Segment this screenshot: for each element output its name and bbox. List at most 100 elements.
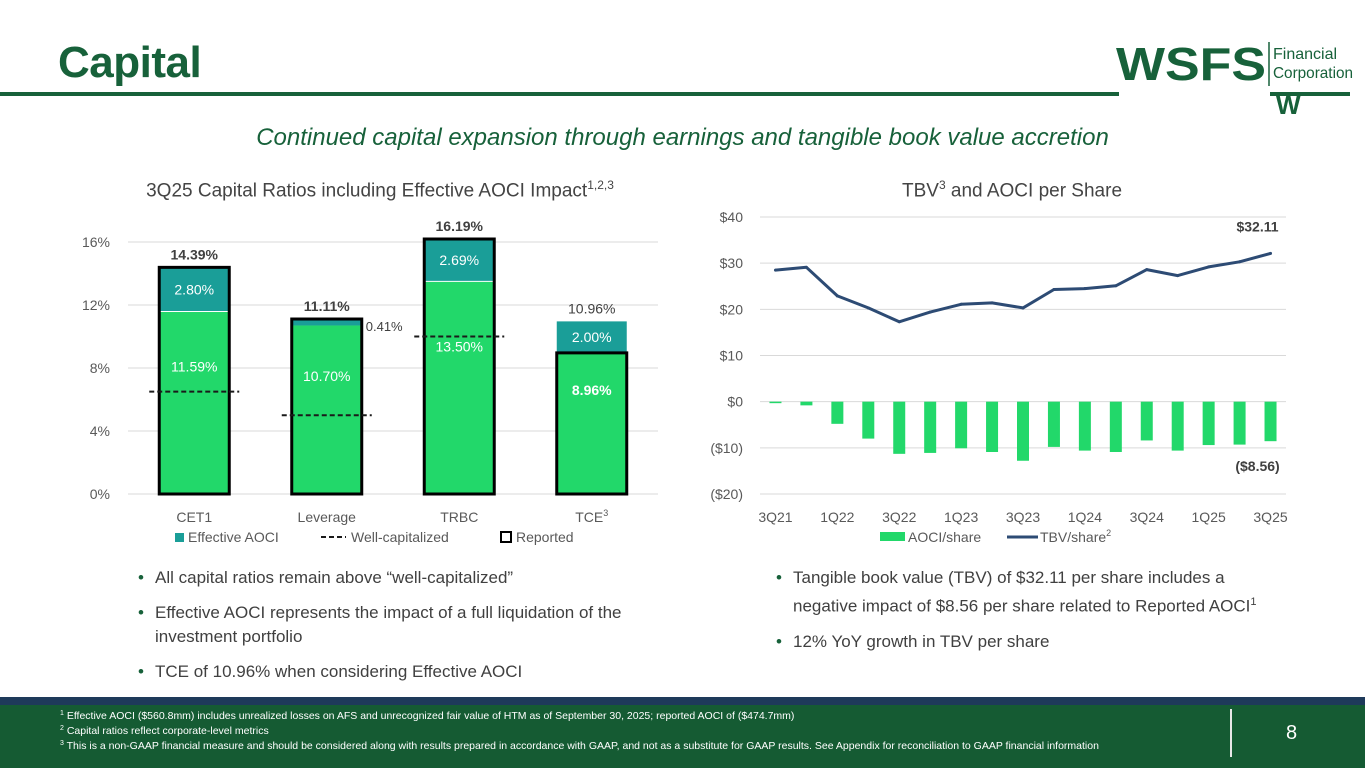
tbv-point [1176,274,1180,278]
legend-label-tbv-share: TBV/share2 [1040,528,1111,545]
tbv-point [773,268,777,272]
bar-reported-outline [290,317,364,496]
x-tick-label: 3Q24 [1130,509,1164,525]
y-tick-label: $10 [720,348,744,364]
bar-reported [556,352,627,494]
x-tick-label: TCE3 [575,508,608,525]
aoci-bar [1109,401,1122,452]
logo-wordmark: WSFS [1116,40,1266,90]
x-tick-label: 3Q25 [1253,509,1287,525]
bar-effective-aoci [424,239,495,282]
data-label-reported: 13.50% [436,339,483,355]
footnote-3: 3 This is a non-GAAP financial measure a… [60,740,1099,752]
right-chart-title-post: and AOCI per Share [945,180,1123,202]
subtitle: Continued capital expansion through earn… [256,124,1109,151]
right-bullet-1-sup: 1 [1250,596,1257,608]
left-bullet-list: All capital ratios remain above “well-ca… [138,566,628,695]
page-title: Capital [58,38,202,87]
tbv-aoci-chart: ($20) ($10) $0 $10 $20 $30 $40 3Q21 1Q22 3Q22 1Q23… [710,209,1288,545]
tbv-point [1269,251,1273,255]
data-label-total: 14.39% [171,246,219,262]
aoci-bar [986,401,999,452]
bar-effective-aoci [159,267,230,312]
x-tick-label: 1Q25 [1192,509,1226,525]
tbv-point [928,310,932,314]
annotation-aoci: ($8.56) [1235,458,1279,474]
y-tick-label: $20 [720,301,744,317]
bar-reported-outline [422,237,496,496]
tbv-point [835,294,839,298]
x-tick-label: 3Q21 [758,509,792,525]
tbv-point [866,306,870,310]
title-rule [0,92,1119,96]
x-tick-label: 1Q24 [1068,509,1102,525]
x-tick-label: 3Q23 [1006,509,1040,525]
aoci-bar [800,401,813,406]
y-tick-label: $40 [720,209,744,225]
bar-reported [424,281,495,494]
aoci-bar [893,401,906,454]
left-bullet-3: TCE of 10.96% when considering Effective… [138,660,628,684]
y-tick-label: $30 [720,255,744,271]
data-label-aoci: 2.69% [439,252,479,268]
tbv-point [1021,306,1025,310]
tbv-point [1145,268,1149,272]
legend-label-aoci-share: AOCI/share [908,529,981,545]
y-tick-label: 8% [90,360,110,376]
data-label-reported: 8.96% [572,382,612,398]
aoci-bar [1233,401,1246,445]
x-tick-label: 1Q22 [820,509,854,525]
left-chart-title-sup: 1,2,3 [587,178,614,192]
page-number: 8 [1286,722,1298,744]
data-label-reported: 10.70% [303,368,350,384]
footnote-2: 2 Capital ratios reflect corporate-level… [60,725,269,737]
aoci-bar [955,401,968,449]
aoci-bar [1078,401,1091,451]
aoci-bar [769,401,782,404]
right-chart-title: TBV3 and AOCI per Share [782,178,1242,202]
x-tick-label: Leverage [298,509,357,525]
y-tick-label: 4% [90,423,110,439]
data-label-total: 16.19% [436,218,484,234]
data-label-aoci: 2.00% [572,329,612,345]
logo-mark: W [1276,90,1301,116]
legend-label-well-capitalized: Well-capitalized [351,529,449,545]
legend-swatch-reported [500,531,512,543]
data-label-total: 11.11% [304,298,350,314]
tbv-point [1083,287,1087,291]
x-tick-label: 3Q22 [882,509,916,525]
footnote-1: 1 Effective AOCI ($560.8mm) includes unr… [60,710,795,722]
right-chart-title-sup: 3 [938,178,946,192]
logo-corporation: Corporation [1273,65,1353,82]
footer [0,705,1365,768]
legend-swatch-aoci-share [880,532,905,541]
y-tick-label: 0% [90,486,110,502]
right-chart-title-pre: TBV [901,180,939,202]
y-tick-label: ($20) [710,486,743,502]
y-tick-label: ($10) [710,440,743,456]
left-chart-title: 3Q25 Capital Ratios including Effective … [110,178,650,202]
left-bullet-2: Effective AOCI represents the impact of … [138,601,628,649]
bar-reported-outline [555,351,629,496]
bar-reported [159,311,230,494]
tbv-point [990,301,994,305]
y-tick-label: $0 [727,394,743,410]
footer-accent-bar [0,697,1365,705]
tbv-point [959,302,963,306]
left-chart-title-text: 3Q25 Capital Ratios including Effective … [146,180,588,202]
footer-separator [1230,709,1232,757]
right-bullet-2-text: 12% YoY growth in TBV per share [793,631,1050,651]
data-label-aoci: 0.41% [366,319,403,334]
wsfs-logo: WSFS Financial Corporation W [1116,40,1353,116]
aoci-bar [1264,401,1277,442]
bar-effective-aoci [291,319,362,326]
aoci-bar [1202,401,1215,446]
legend-swatch-aoci [175,533,184,542]
aoci-bar [831,401,844,424]
annotation-tbv: $32.11 [1236,218,1278,234]
tbv-point [1207,265,1211,269]
bar-effective-aoci [556,321,627,353]
x-tick-label: 1Q23 [944,509,978,525]
legend-label-aoci: Effective AOCI [188,529,279,545]
x-tick-label: CET1 [176,509,212,525]
